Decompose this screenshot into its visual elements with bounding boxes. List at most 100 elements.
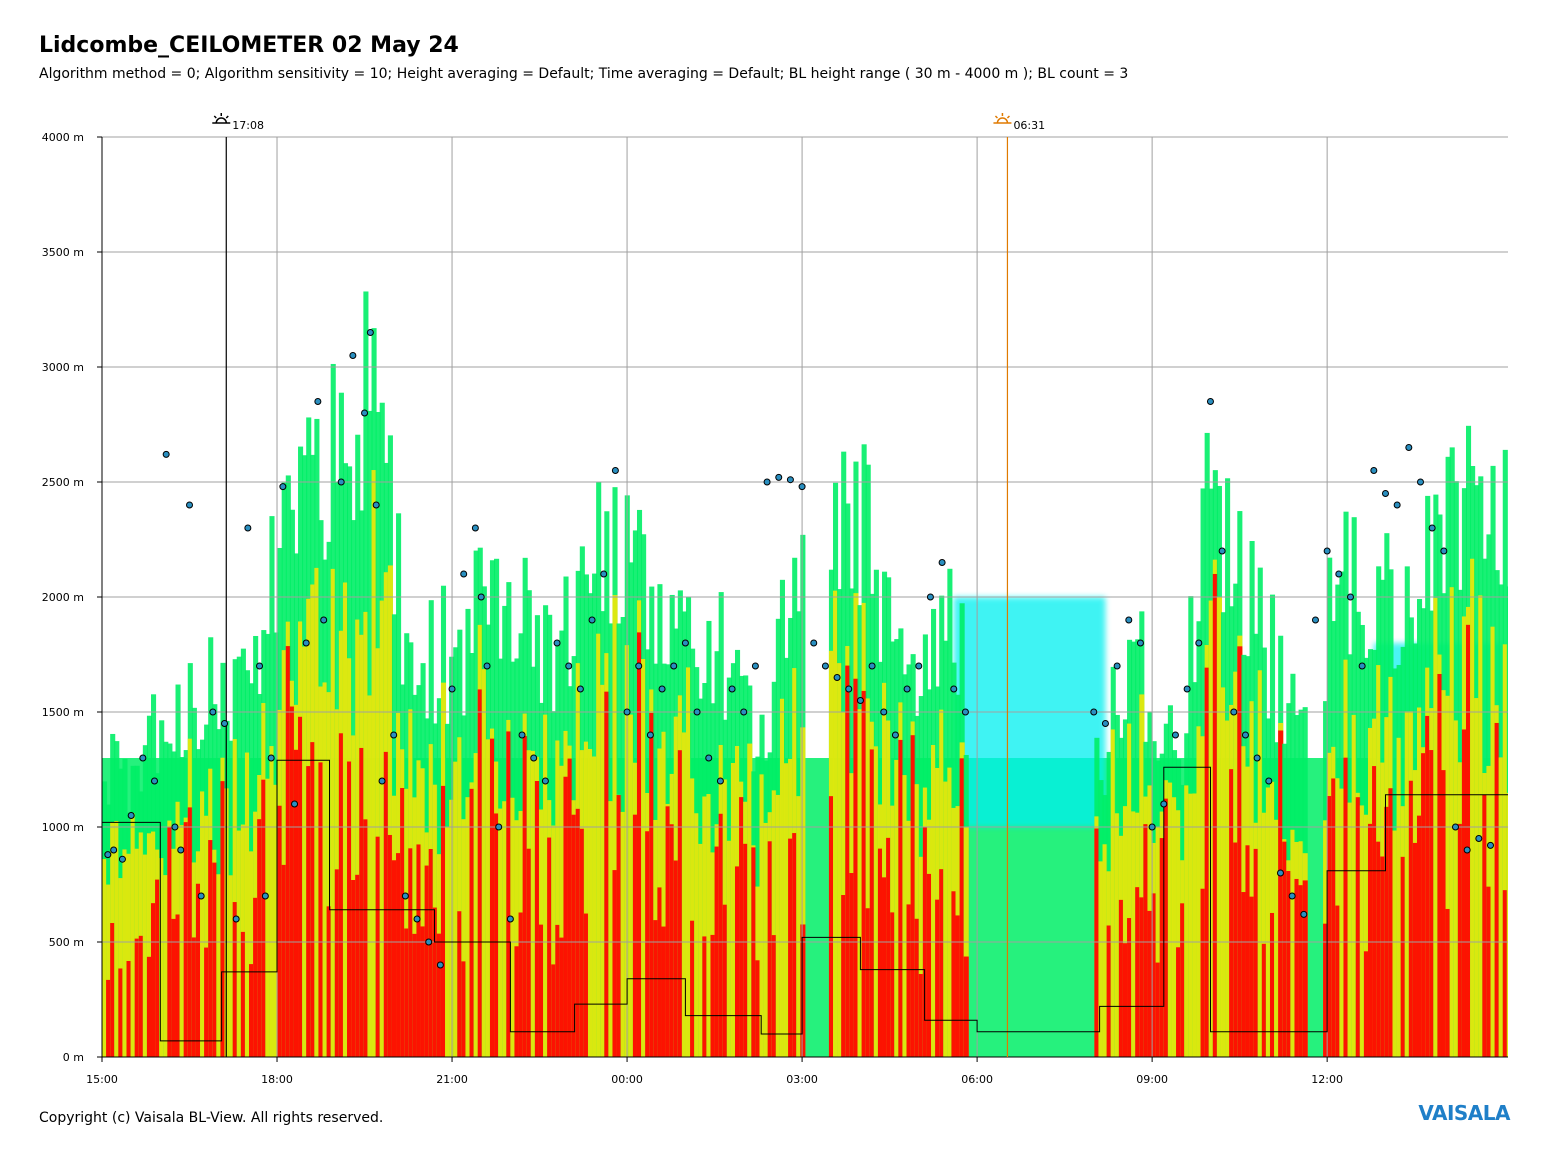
backscatter-column xyxy=(379,600,385,1057)
backscatter-column xyxy=(1176,947,1182,1057)
backscatter-column xyxy=(1437,673,1443,1057)
backscatter-column xyxy=(138,935,144,1057)
backscatter-column xyxy=(130,813,136,1057)
backscatter-column xyxy=(298,716,304,1057)
backscatter-column xyxy=(1135,887,1141,1057)
aerosol-layer-point xyxy=(635,662,643,670)
backscatter-column xyxy=(477,689,483,1057)
backscatter-column xyxy=(1265,787,1271,1057)
aerosol-layer-point xyxy=(1125,616,1133,624)
aerosol-layer-point xyxy=(267,754,275,762)
backscatter-column xyxy=(1290,829,1296,1057)
backscatter-column xyxy=(118,968,124,1057)
backscatter-column xyxy=(195,883,202,1057)
backscatter-column xyxy=(1392,830,1398,1057)
backscatter-column xyxy=(175,914,181,1057)
backscatter-column xyxy=(1335,905,1341,1057)
mixing-layer-height-line xyxy=(102,759,1508,1042)
backscatter-column xyxy=(865,908,871,1057)
backscatter-column xyxy=(1298,885,1304,1057)
backscatter-column xyxy=(608,801,614,1057)
backscatter-column xyxy=(465,797,471,1057)
aerosol-layer-point xyxy=(1148,823,1156,831)
backscatter-column xyxy=(694,813,700,1057)
backscatter-column xyxy=(918,973,924,1057)
aerosol-layer-point xyxy=(506,915,514,923)
backscatter-column xyxy=(1482,794,1488,1057)
backscatter-column xyxy=(779,698,785,1057)
backscatter-column xyxy=(845,665,851,1057)
backscatter-column xyxy=(575,808,581,1057)
y-tick-label: 3000 m xyxy=(42,361,84,374)
backscatter-column xyxy=(616,795,622,1057)
backscatter-column xyxy=(106,979,112,1057)
backscatter-column xyxy=(1351,714,1357,1057)
aerosol-layer-point xyxy=(751,662,759,670)
backscatter-column xyxy=(416,844,422,1057)
backscatter-column xyxy=(151,903,157,1057)
backscatter-column xyxy=(506,731,512,1057)
backscatter-column xyxy=(710,934,716,1057)
backscatter-column xyxy=(1347,802,1353,1057)
x-tick-label: 03:00 xyxy=(786,1073,818,1086)
backscatter-column xyxy=(1343,757,1349,1057)
vaisala-logo: VAISALA xyxy=(1418,1101,1510,1125)
backscatter-column xyxy=(1204,667,1210,1057)
aerosol-layer-point xyxy=(810,639,818,647)
aerosol-layer-point xyxy=(880,708,888,716)
aerosol-layer-point xyxy=(530,754,538,762)
aerosol-layer-point xyxy=(209,708,217,716)
sun-markers: 17:08 06:31 xyxy=(212,113,1045,1057)
backscatter-column xyxy=(1171,797,1178,1057)
backscatter-column xyxy=(1122,806,1129,1057)
backscatter-column xyxy=(1490,626,1496,1057)
backscatter-column xyxy=(555,924,561,1057)
backscatter-column xyxy=(289,706,295,1057)
y-tick-label: 4000 m xyxy=(42,131,84,144)
backscatter-column xyxy=(677,750,683,1057)
backscatter-column xyxy=(481,669,487,1057)
backscatter-column xyxy=(931,745,937,1057)
backscatter-column xyxy=(1127,723,1133,1057)
data-series xyxy=(102,329,1508,1042)
backscatter-column xyxy=(681,732,687,1057)
backscatter-column xyxy=(191,937,197,1057)
aerosol-layer-point xyxy=(798,483,806,491)
backscatter-column xyxy=(926,873,933,1057)
aerosol-layer-point xyxy=(1136,639,1144,647)
aerosol-layer-point xyxy=(1440,547,1448,555)
backscatter-column xyxy=(1367,823,1374,1057)
backscatter-column xyxy=(1163,798,1169,1057)
aerosol-layer-point xyxy=(256,662,264,670)
aerosol-layer-point xyxy=(646,731,654,739)
backscatter-column xyxy=(277,805,283,1057)
x-tick-label: 15:00 xyxy=(86,1073,118,1086)
backscatter-column xyxy=(281,864,287,1057)
aerosol-layer-point xyxy=(1090,708,1098,716)
backscatter-column xyxy=(257,819,263,1057)
backscatter-column xyxy=(514,946,520,1057)
aerosol-layer-point xyxy=(1451,823,1459,831)
aerosol-layer-point xyxy=(448,685,456,693)
backscatter-column xyxy=(383,751,389,1057)
backscatter-column xyxy=(534,780,540,1057)
backscatter-column xyxy=(273,784,279,1057)
backscatter-column xyxy=(1506,792,1508,1057)
backscatter-column xyxy=(204,815,210,1057)
backscatter-column xyxy=(538,924,545,1057)
aerosol-layer-point xyxy=(314,398,322,405)
backscatter-column xyxy=(673,860,679,1057)
backscatter-column xyxy=(510,797,516,1057)
aerosol-layer-point xyxy=(1346,593,1354,601)
backscatter-column xyxy=(391,860,398,1057)
backscatter-column xyxy=(837,663,843,1057)
backscatter-column xyxy=(669,824,675,1057)
aerosol-layer-point xyxy=(337,478,345,486)
aerosol-layer-point xyxy=(197,892,205,900)
backscatter-column xyxy=(665,806,671,1057)
backscatter-column xyxy=(249,964,255,1057)
backscatter-column xyxy=(306,766,312,1057)
backscatter-column xyxy=(387,565,393,1057)
aerosol-layer-point xyxy=(110,846,118,854)
backscatter-column xyxy=(1396,737,1402,1057)
